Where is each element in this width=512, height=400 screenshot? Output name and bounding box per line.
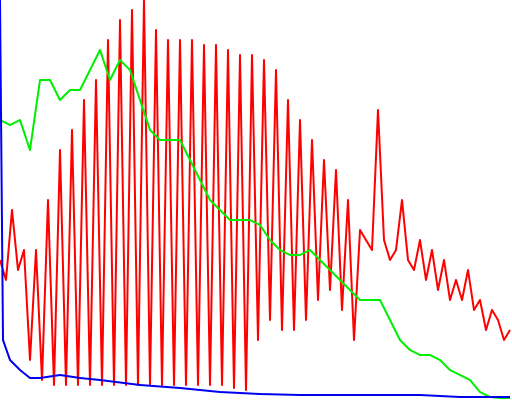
line-series bbox=[0, 49, 510, 399]
line-series bbox=[0, 0, 511, 391]
